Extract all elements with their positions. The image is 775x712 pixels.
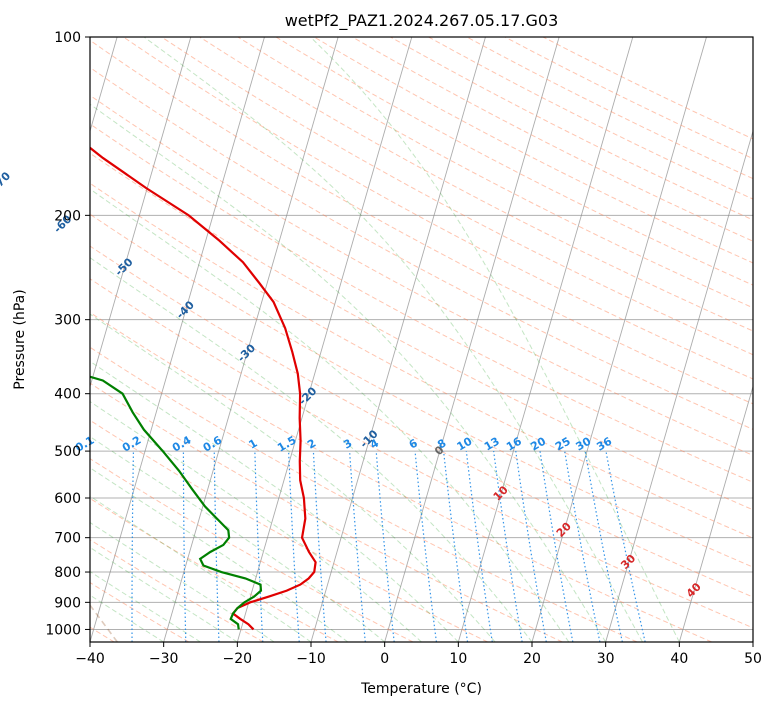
y-tick-label: 700 [54,531,81,547]
dry-adiabat-line [90,382,563,642]
dry-adiabat-line [428,37,753,200]
plot-frame [89,36,754,643]
mixing-ratio-line [414,451,438,642]
x-tick-label: 40 [670,651,688,667]
y-axis-title: Pressure (hPa) [12,289,28,389]
plot-area [90,37,753,642]
dry-adiabat-line [123,37,753,380]
dry-adiabat-line [275,37,753,286]
y-tick-label: 100 [54,30,81,46]
x-tick-label: 10 [449,651,467,667]
dry-adiabat-line [90,123,753,483]
y-tick-label: 1000 [45,622,81,638]
mixing-ratio-line [539,451,574,642]
x-tick-label: 0 [380,651,389,667]
isotherm-line [90,37,265,642]
x-tick-label: 20 [523,651,541,667]
isotherm-line [605,129,753,642]
dry-adiabat-line [237,37,753,309]
moist-adiabat-line [90,313,496,642]
isotherm-line [163,37,339,642]
moist-adiabat-line [310,37,680,642]
dry-adiabat-line [161,37,753,356]
moist-adiabat-line [90,467,349,642]
x-tick-label: 30 [597,651,615,667]
isotherm-line [310,37,486,642]
dry-adiabat-line [90,213,753,568]
y-tick-label: 400 [54,387,81,403]
y-tick-label: 900 [54,595,81,611]
moist-adiabat-line [90,257,533,642]
dry-adiabat-line [90,311,712,642]
mixing-ratio-line [605,450,646,642]
dry-adiabat-line [466,37,753,180]
y-tick-label: 500 [54,444,81,460]
moist-adiabat-line [90,400,422,642]
mixing-ratio-line [584,450,623,642]
moist-adiabat-line [90,436,385,642]
dewpoint-profile [90,375,263,630]
x-tick-label: 50 [744,651,762,667]
x-axis-title: Temperature (°C) [360,681,482,697]
y-tick-label: 200 [54,208,81,224]
isotherm-line [531,37,707,642]
temperature-profile [90,146,317,631]
axis-ticks: −40 −30 −20 −10 0 10 20 30 40 50 100 200 300 400 500 60… [45,30,762,667]
moist-adiabat-line [90,360,459,642]
dry-adiabat-line [90,346,638,642]
isotherm-line [236,37,413,642]
dry-adiabat-line [90,278,753,629]
mixing-ratio-line [465,451,493,642]
isotherm-line [90,37,118,133]
mixing-ratio-line [442,451,469,642]
y-tick-label: 600 [54,491,81,507]
dry-adiabat-line [90,66,753,430]
x-tick-label: −10 [296,651,326,667]
dry-adiabat-line [90,94,753,457]
x-tick-label: −30 [149,651,179,667]
dry-adiabat-line [390,37,753,221]
moist-adiabat-line [90,103,607,642]
x-tick-label: −40 [75,651,105,667]
chart-title: wetPf2_PAZ1.2024.267.05.17.G03 [285,11,559,31]
mixing-ratio-line [564,451,601,642]
x-tick-label: −20 [223,651,253,667]
y-tick-label: 300 [54,313,81,329]
isotherm-line [384,37,560,642]
y-tick-label: 800 [54,565,81,581]
dry-adiabat-line [313,37,753,264]
moist-adiabat-line [90,188,570,642]
mixing-ratio-line [515,451,547,642]
mixing-ratio-line [493,451,523,642]
moist-adiabat-line [90,521,275,642]
dry-adiabat-line [90,182,753,539]
isotherm-line [90,37,192,389]
isotherm-line [678,384,753,642]
isotherm-line [457,37,634,642]
moist-adiabat-line [143,37,643,642]
